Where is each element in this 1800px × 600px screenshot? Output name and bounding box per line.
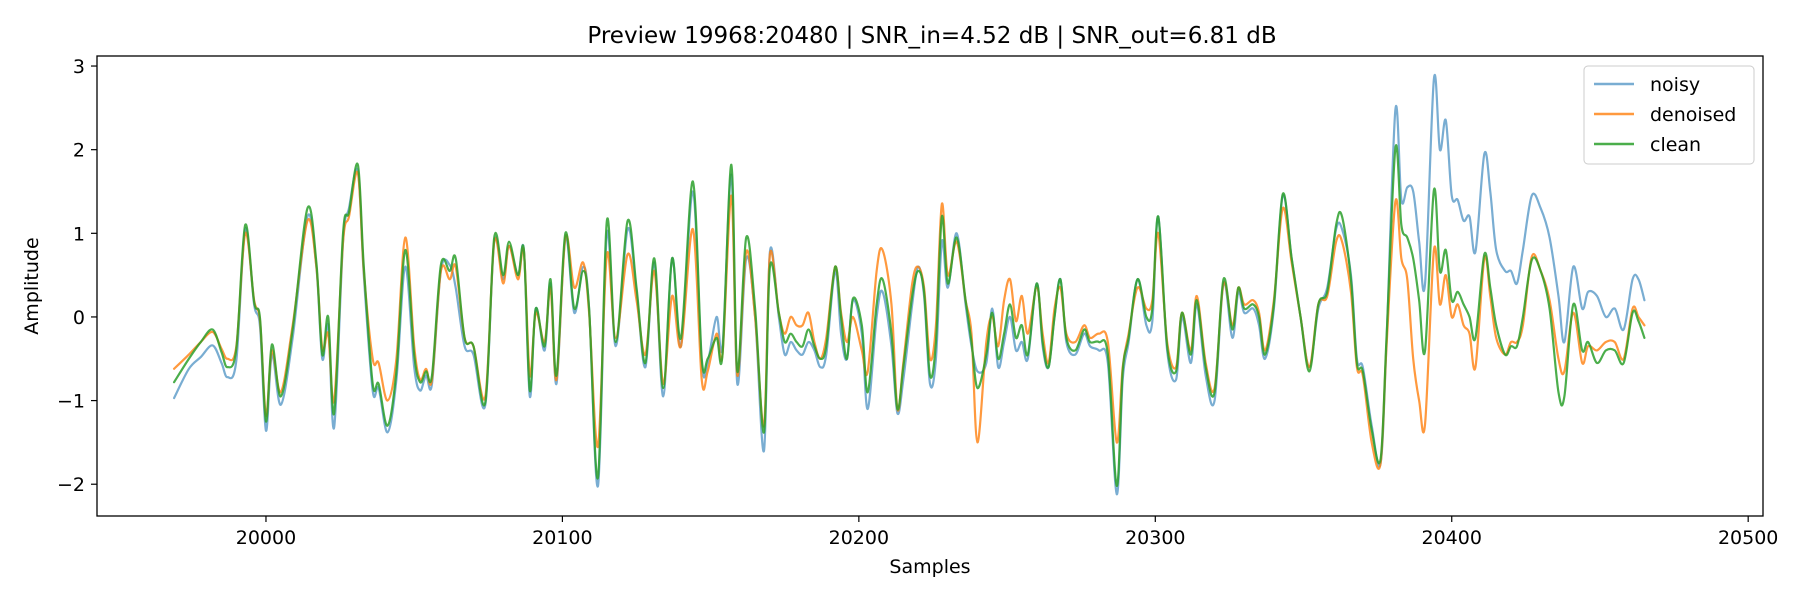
legend-label-clean: clean [1650, 134, 1701, 156]
chart-title: Preview 19968:20480 | SNR_in=4.52 dB | S… [587, 23, 1276, 49]
x-tick-label: 20300 [1125, 527, 1185, 549]
x-tick-label: 20200 [829, 527, 889, 549]
y-tick-label: 1 [73, 223, 85, 245]
x-axis-label: Samples [889, 556, 970, 578]
legend-label-denoised: denoised [1650, 104, 1736, 126]
series-layer [172, 73, 1646, 496]
y-tick-label: −2 [57, 474, 85, 496]
series-line-clean [172, 144, 1646, 487]
legend: noisy denoised clean [1583, 65, 1755, 165]
x-axis: 20000 20100 20200 20300 20400 20500 [236, 516, 1778, 549]
legend-box [1583, 65, 1755, 165]
legend-items: noisy denoised clean [1594, 74, 1736, 156]
y-tick-label: 2 [73, 140, 85, 162]
plot-frame [96, 55, 1764, 517]
x-tick-label: 20400 [1422, 527, 1482, 549]
y-axis: −2 −1 0 1 2 3 [57, 56, 97, 496]
x-tick-label: 20000 [236, 527, 296, 549]
y-tick-label: 0 [73, 307, 85, 329]
y-tick-label: 3 [73, 56, 85, 78]
y-axis-label: Amplitude [21, 237, 43, 334]
x-tick-label: 20100 [532, 527, 592, 549]
x-tick-label: 20500 [1718, 527, 1778, 549]
legend-label-noisy: noisy [1650, 74, 1700, 96]
y-tick-label: −1 [57, 391, 85, 413]
